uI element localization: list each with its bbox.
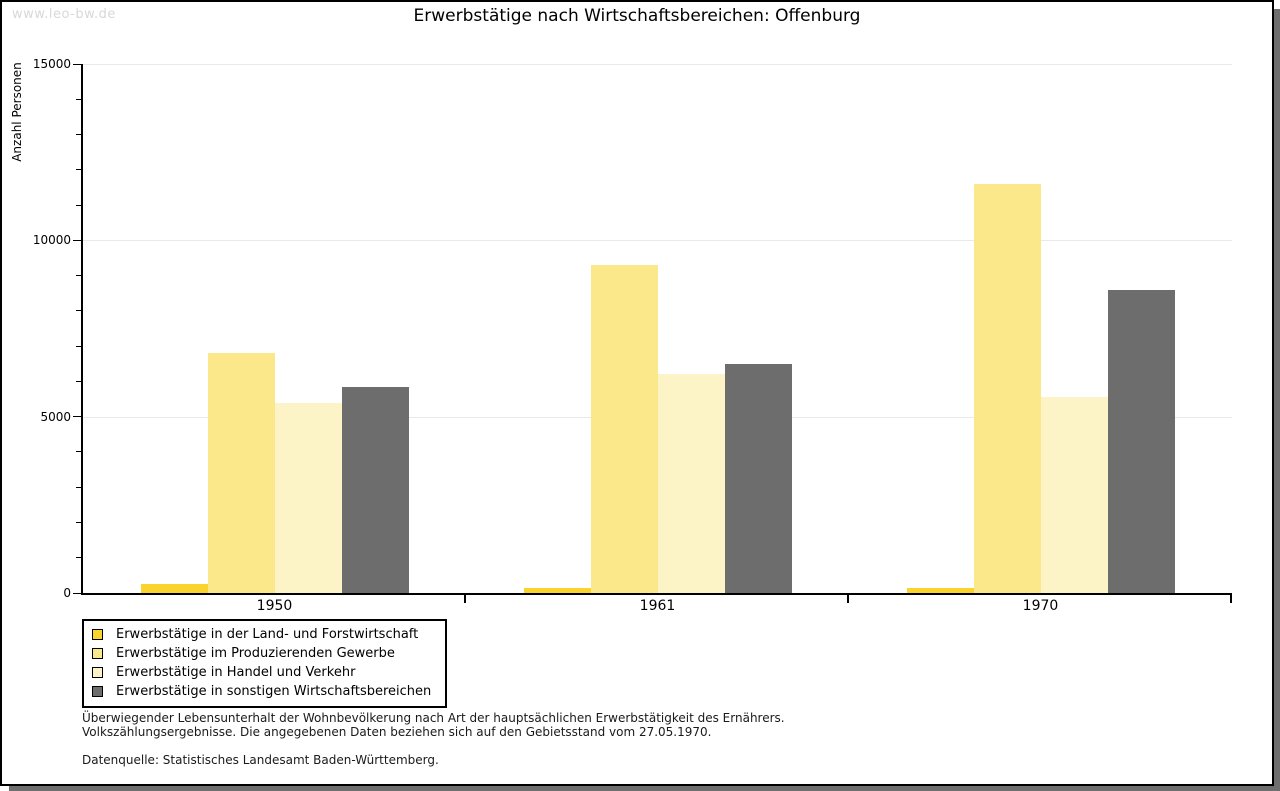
- legend-label-1: Erwerbstätige in der Land- und Forstwirt…: [116, 627, 419, 642]
- watermark: www.leo-bw.de: [12, 7, 116, 22]
- y-minor-tick-11000: [76, 204, 81, 206]
- footnote-line-1: Überwiegender Lebensunterhalt der Wohnbe…: [82, 711, 785, 725]
- y-minor-tick-4000: [76, 451, 81, 453]
- bar-1961-series-4: [724, 363, 792, 593]
- y-minor-tick-13000: [76, 134, 81, 136]
- bar-1970-series-1: [906, 587, 974, 593]
- bar-1970-series-4: [1107, 289, 1175, 593]
- bar-1950-series-4: [341, 386, 409, 593]
- y-minor-tick-1000: [76, 557, 81, 559]
- y-minor-tick-3000: [76, 486, 81, 488]
- y-axis-label: Anzahl Personen: [10, 62, 24, 162]
- x-category-label-1970: 1970: [1022, 598, 1059, 614]
- footnote: Überwiegender Lebensunterhalt der Wohnbe…: [82, 711, 785, 739]
- legend-item-3: Erwerbstätige in Handel und Verkehr: [92, 663, 437, 682]
- legend-swatch-3: [92, 667, 103, 678]
- x-category-label-1961: 1961: [639, 598, 676, 614]
- y-tick-label-10000: 10000: [32, 233, 71, 248]
- y-minor-tick-9000: [76, 275, 81, 277]
- chart-title: Erwerbstätige nach Wirtschaftsbereichen:…: [413, 6, 861, 26]
- gridline-10000: [83, 240, 1232, 242]
- legend-swatch-4: [92, 686, 103, 697]
- x-tick-1: [464, 595, 466, 603]
- y-minor-tick-14000: [76, 98, 81, 100]
- legend-item-1: Erwerbstätige in der Land- und Forstwirt…: [92, 625, 437, 644]
- y-major-tick-10000: [73, 239, 81, 241]
- bar-1961-series-3: [657, 374, 725, 593]
- y-minor-tick-7000: [76, 345, 81, 347]
- bar-1970-series-2: [973, 183, 1041, 593]
- x-tick-2: [847, 595, 849, 603]
- bar-1950-series-1: [140, 584, 208, 593]
- y-tick-label-5000: 5000: [40, 409, 71, 424]
- bar-1950-series-2: [207, 353, 275, 593]
- y-minor-tick-6000: [76, 380, 81, 382]
- y-major-tick-15000: [73, 63, 81, 65]
- legend-label-4: Erwerbstätige in sonstigen Wirtschaftsbe…: [116, 684, 432, 699]
- legend-item-2: Erwerbstätige im Produzierenden Gewerbe: [92, 644, 437, 663]
- x-tick-3: [1230, 595, 1232, 603]
- y-major-tick-0: [73, 592, 81, 594]
- data-source: Datenquelle: Statistisches Landesamt Bad…: [82, 753, 439, 767]
- y-tick-label-15000: 15000: [32, 57, 71, 71]
- y-minor-tick-8000: [76, 310, 81, 312]
- plot-area: 0 5000 10000 15000 1950 1961 1970: [33, 57, 1232, 614]
- legend-label-2: Erwerbstätige im Produzierenden Gewerbe: [116, 646, 395, 661]
- y-minor-tick-2000: [76, 521, 81, 523]
- legend-item-4: Erwerbstätige in sonstigen Wirtschaftsbe…: [92, 682, 437, 701]
- y-minor-tick-12000: [76, 169, 81, 171]
- footnote-line-2: Volkszählungsergebnisse. Die angegebenen…: [82, 725, 712, 739]
- bar-1950-series-3: [274, 402, 342, 593]
- x-axis-line: [81, 593, 1232, 595]
- legend-swatch-1: [92, 629, 103, 640]
- y-major-tick-5000: [73, 416, 81, 418]
- gridline-15000: [83, 64, 1232, 65]
- bar-1961-series-2: [590, 265, 658, 593]
- bar-1970-series-3: [1040, 397, 1108, 593]
- x-category-label-1950: 1950: [256, 598, 293, 614]
- y-axis-line: [81, 64, 83, 595]
- y-tick-label-0: 0: [63, 586, 71, 600]
- bar-1961-series-1: [523, 588, 591, 593]
- legend-swatch-2: [92, 648, 103, 659]
- legend-label-3: Erwerbstätige in Handel und Verkehr: [116, 665, 356, 680]
- legend: Erwerbstätige in der Land- und Forstwirt…: [82, 619, 447, 708]
